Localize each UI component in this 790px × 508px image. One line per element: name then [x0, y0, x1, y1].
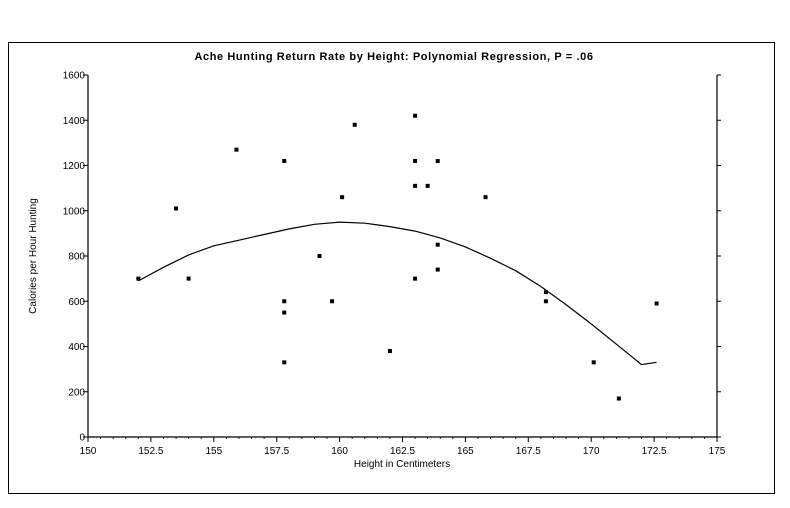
data-point	[435, 242, 440, 247]
data-point	[543, 299, 548, 304]
y-tick-label: 1200	[63, 161, 86, 172]
data-point	[330, 299, 335, 304]
x-axis-label: Height in Centimeters	[354, 459, 450, 470]
x-tick-label: 172.5	[642, 446, 667, 457]
data-point	[282, 360, 287, 365]
data-point	[282, 299, 287, 304]
chart-title: Ache Hunting Return Rate by Height: Poly…	[194, 51, 593, 63]
data-point	[352, 122, 357, 127]
data-point	[387, 349, 392, 354]
data-point	[136, 276, 141, 281]
data-point	[340, 195, 345, 200]
x-tick-label: 162.5	[390, 446, 415, 457]
x-tick-label: 150	[80, 446, 97, 457]
x-tick-label: 175	[709, 446, 726, 457]
data-point	[543, 290, 548, 295]
data-point	[282, 310, 287, 315]
y-tick-label: 1000	[63, 206, 86, 217]
y-axis-label: Calories per Hour Hunting	[28, 198, 39, 314]
regression-curve	[138, 221, 657, 366]
x-tick-label: 167.5	[516, 446, 541, 457]
data-point	[616, 396, 621, 401]
data-point	[174, 206, 179, 211]
data-point	[413, 158, 418, 163]
y-tick-label: 1600	[63, 71, 86, 82]
y-tick-label: 1400	[63, 116, 86, 127]
data-point	[413, 113, 418, 118]
axes	[87, 75, 718, 438]
data-point	[413, 276, 418, 281]
data-point	[435, 267, 440, 272]
data-point	[654, 301, 659, 306]
y-tick-label: 600	[68, 297, 85, 308]
data-point	[413, 183, 418, 188]
x-tick-label: 157.5	[264, 446, 289, 457]
x-tick-label: 160	[331, 446, 348, 457]
y-tick-label: 800	[68, 252, 85, 263]
x-ticks: 150 152.5 155 157.5 160 162.5 165 167.5 170 172.5…	[80, 437, 726, 457]
y-tick-label: 400	[68, 342, 85, 353]
data-point	[435, 158, 440, 163]
data-point	[591, 360, 596, 365]
x-tick-label: 152.5	[138, 446, 163, 457]
x-tick-label: 170	[583, 446, 600, 457]
data-point	[282, 158, 287, 163]
data-point	[425, 183, 430, 188]
y-tick-label: 0	[79, 433, 85, 444]
data-point	[234, 147, 239, 152]
y-ticks: 0 200 400 600 800 1000 1200 1400 1600	[63, 71, 721, 444]
x-tick-label: 165	[457, 446, 474, 457]
x-tick-label: 155	[205, 446, 222, 457]
data-point	[186, 276, 191, 281]
data-point	[317, 254, 322, 258]
y-tick-label: 200	[68, 387, 85, 398]
data-points	[136, 113, 659, 401]
chart-frame	[8, 42, 775, 494]
data-point	[483, 195, 488, 200]
